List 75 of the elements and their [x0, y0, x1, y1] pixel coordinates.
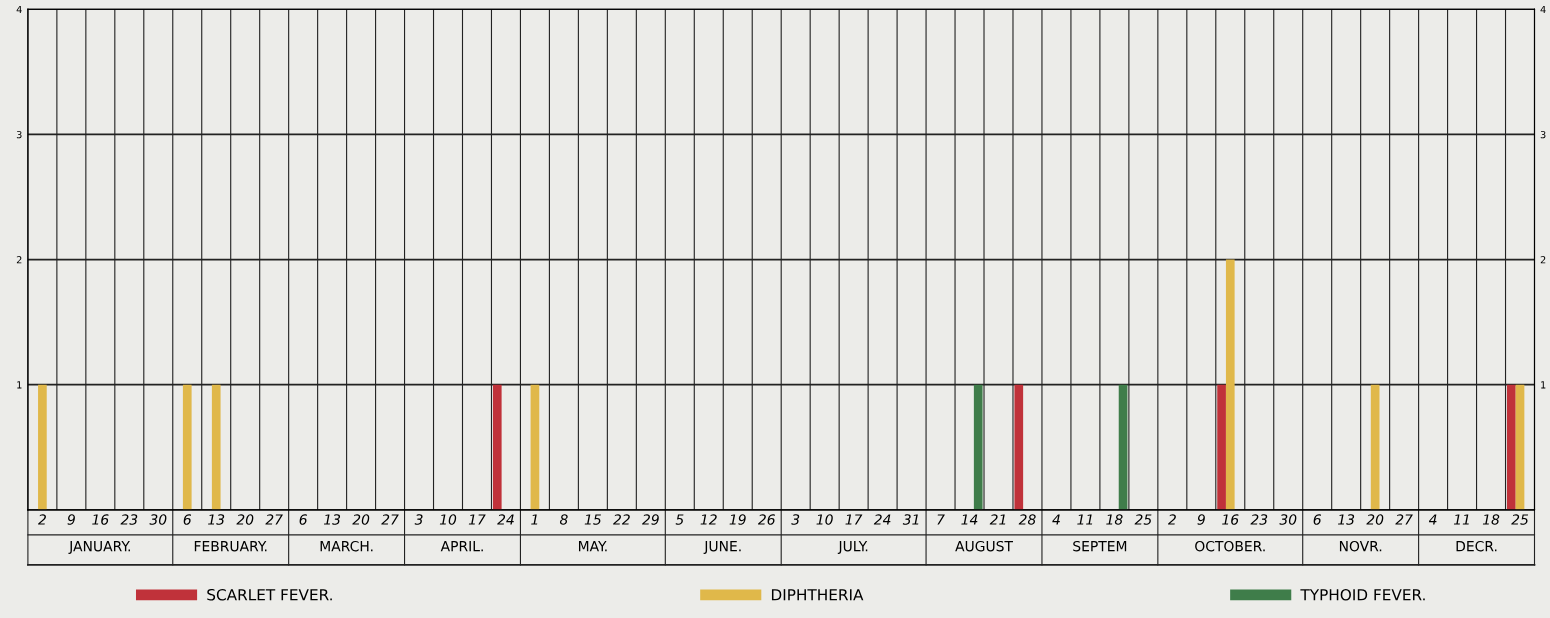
x-tick-label: 11 [1453, 514, 1469, 525]
x-tick-label: 25 [1134, 514, 1152, 525]
x-tick-label: 24 [497, 514, 514, 525]
x-tick-label: 23 [1250, 514, 1268, 525]
y-tick-label: 3 [16, 130, 22, 139]
y-tick-label: 4 [16, 5, 22, 13]
x-tick-label: 11 [1077, 514, 1093, 525]
y2-tick-label: 1 [1541, 381, 1546, 389]
x-tick-label: 22 [613, 514, 630, 525]
x-tick-label: 25 [1511, 514, 1529, 525]
x-tick-label: 20 [236, 514, 254, 525]
x-tick-label: 13 [208, 514, 225, 525]
x-tick-label: 27 [265, 514, 283, 525]
text: DECR. [1456, 540, 1497, 552]
x-tick-label: 17 [468, 514, 486, 525]
x-tick-label: 26 [757, 514, 775, 525]
x-tick-label: 4 [1052, 514, 1060, 525]
text: NOVR. [1339, 540, 1382, 552]
legend-label: SCARLET FEVER. [207, 588, 332, 601]
text: JULY. [837, 541, 868, 555]
x-tick-label: 29 [642, 514, 659, 525]
x-tick-label: 2 [38, 514, 46, 525]
text: SEPTEM [1073, 540, 1127, 552]
y-tick-label: 2 [16, 256, 22, 264]
x-tick-label: 27 [1395, 514, 1413, 525]
x-tick-label: 6 [183, 514, 192, 525]
x-tick-label: 8 [559, 514, 568, 525]
text: MAY. [578, 541, 607, 552]
x-tick-label: 23 [120, 514, 138, 525]
y2-tick-label: 4 [1540, 5, 1546, 13]
x-tick-label: 17 [845, 514, 863, 525]
x-tick-label: 13 [1338, 514, 1355, 525]
x-tick-label: 16 [1222, 514, 1239, 525]
x-tick-label: 14 [961, 514, 978, 525]
x-tick-label: 19 [729, 514, 746, 525]
x-tick-label: 21 [989, 514, 1006, 525]
text: JANUARY. [68, 541, 130, 555]
text: APRIL. [440, 541, 483, 552]
x-tick-label: 10 [816, 514, 833, 525]
x-tick-label: 3 [414, 514, 423, 525]
x-tick-label: 18 [1482, 514, 1500, 525]
y2-tick-label: 3 [1540, 130, 1546, 139]
x-tick-label: 16 [92, 514, 109, 525]
text: FEBRUARY. [194, 541, 267, 552]
x-tick-label: 30 [1279, 514, 1297, 525]
x-tick-label: 4 [1428, 514, 1437, 525]
x-tick-label: 18 [1106, 514, 1123, 525]
x-tick-label: 13 [323, 514, 341, 525]
x-tick-label: 20 [352, 514, 370, 525]
text: MARCH. [320, 540, 373, 552]
text: OCTOBER. [1195, 540, 1265, 552]
x-tick-label: 1 [531, 514, 538, 525]
text: AUGUST [955, 540, 1013, 552]
y-tick-label: 1 [17, 381, 22, 389]
y2-tick-label: 2 [1540, 256, 1546, 264]
x-tick-label: 20 [1366, 514, 1384, 525]
x-tick-label: 10 [439, 514, 457, 525]
x-tick-label: 27 [381, 514, 399, 525]
x-tick-label: 9 [1197, 514, 1205, 525]
x-tick-label: 28 [1018, 514, 1036, 525]
x-tick-label: 7 [937, 514, 945, 525]
legend-label: TYPHOID FEVER. [1300, 588, 1425, 601]
x-tick-label: 30 [149, 514, 167, 525]
legend-label: DIPHTHERIA [771, 589, 864, 601]
x-tick-label: 2 [1167, 514, 1176, 525]
x-tick-label: 6 [1313, 514, 1321, 525]
x-tick-label: 24 [873, 514, 891, 525]
x-tick-label: 15 [584, 514, 601, 525]
x-tick-label: 12 [700, 514, 717, 525]
x-tick-label: 5 [675, 514, 684, 525]
x-tick-label: 3 [791, 514, 800, 525]
x-tick-label: 6 [299, 514, 307, 525]
x-tick-label: 9 [67, 514, 75, 525]
text: JUNE. [703, 541, 741, 555]
x-tick-label: 31 [902, 514, 919, 525]
